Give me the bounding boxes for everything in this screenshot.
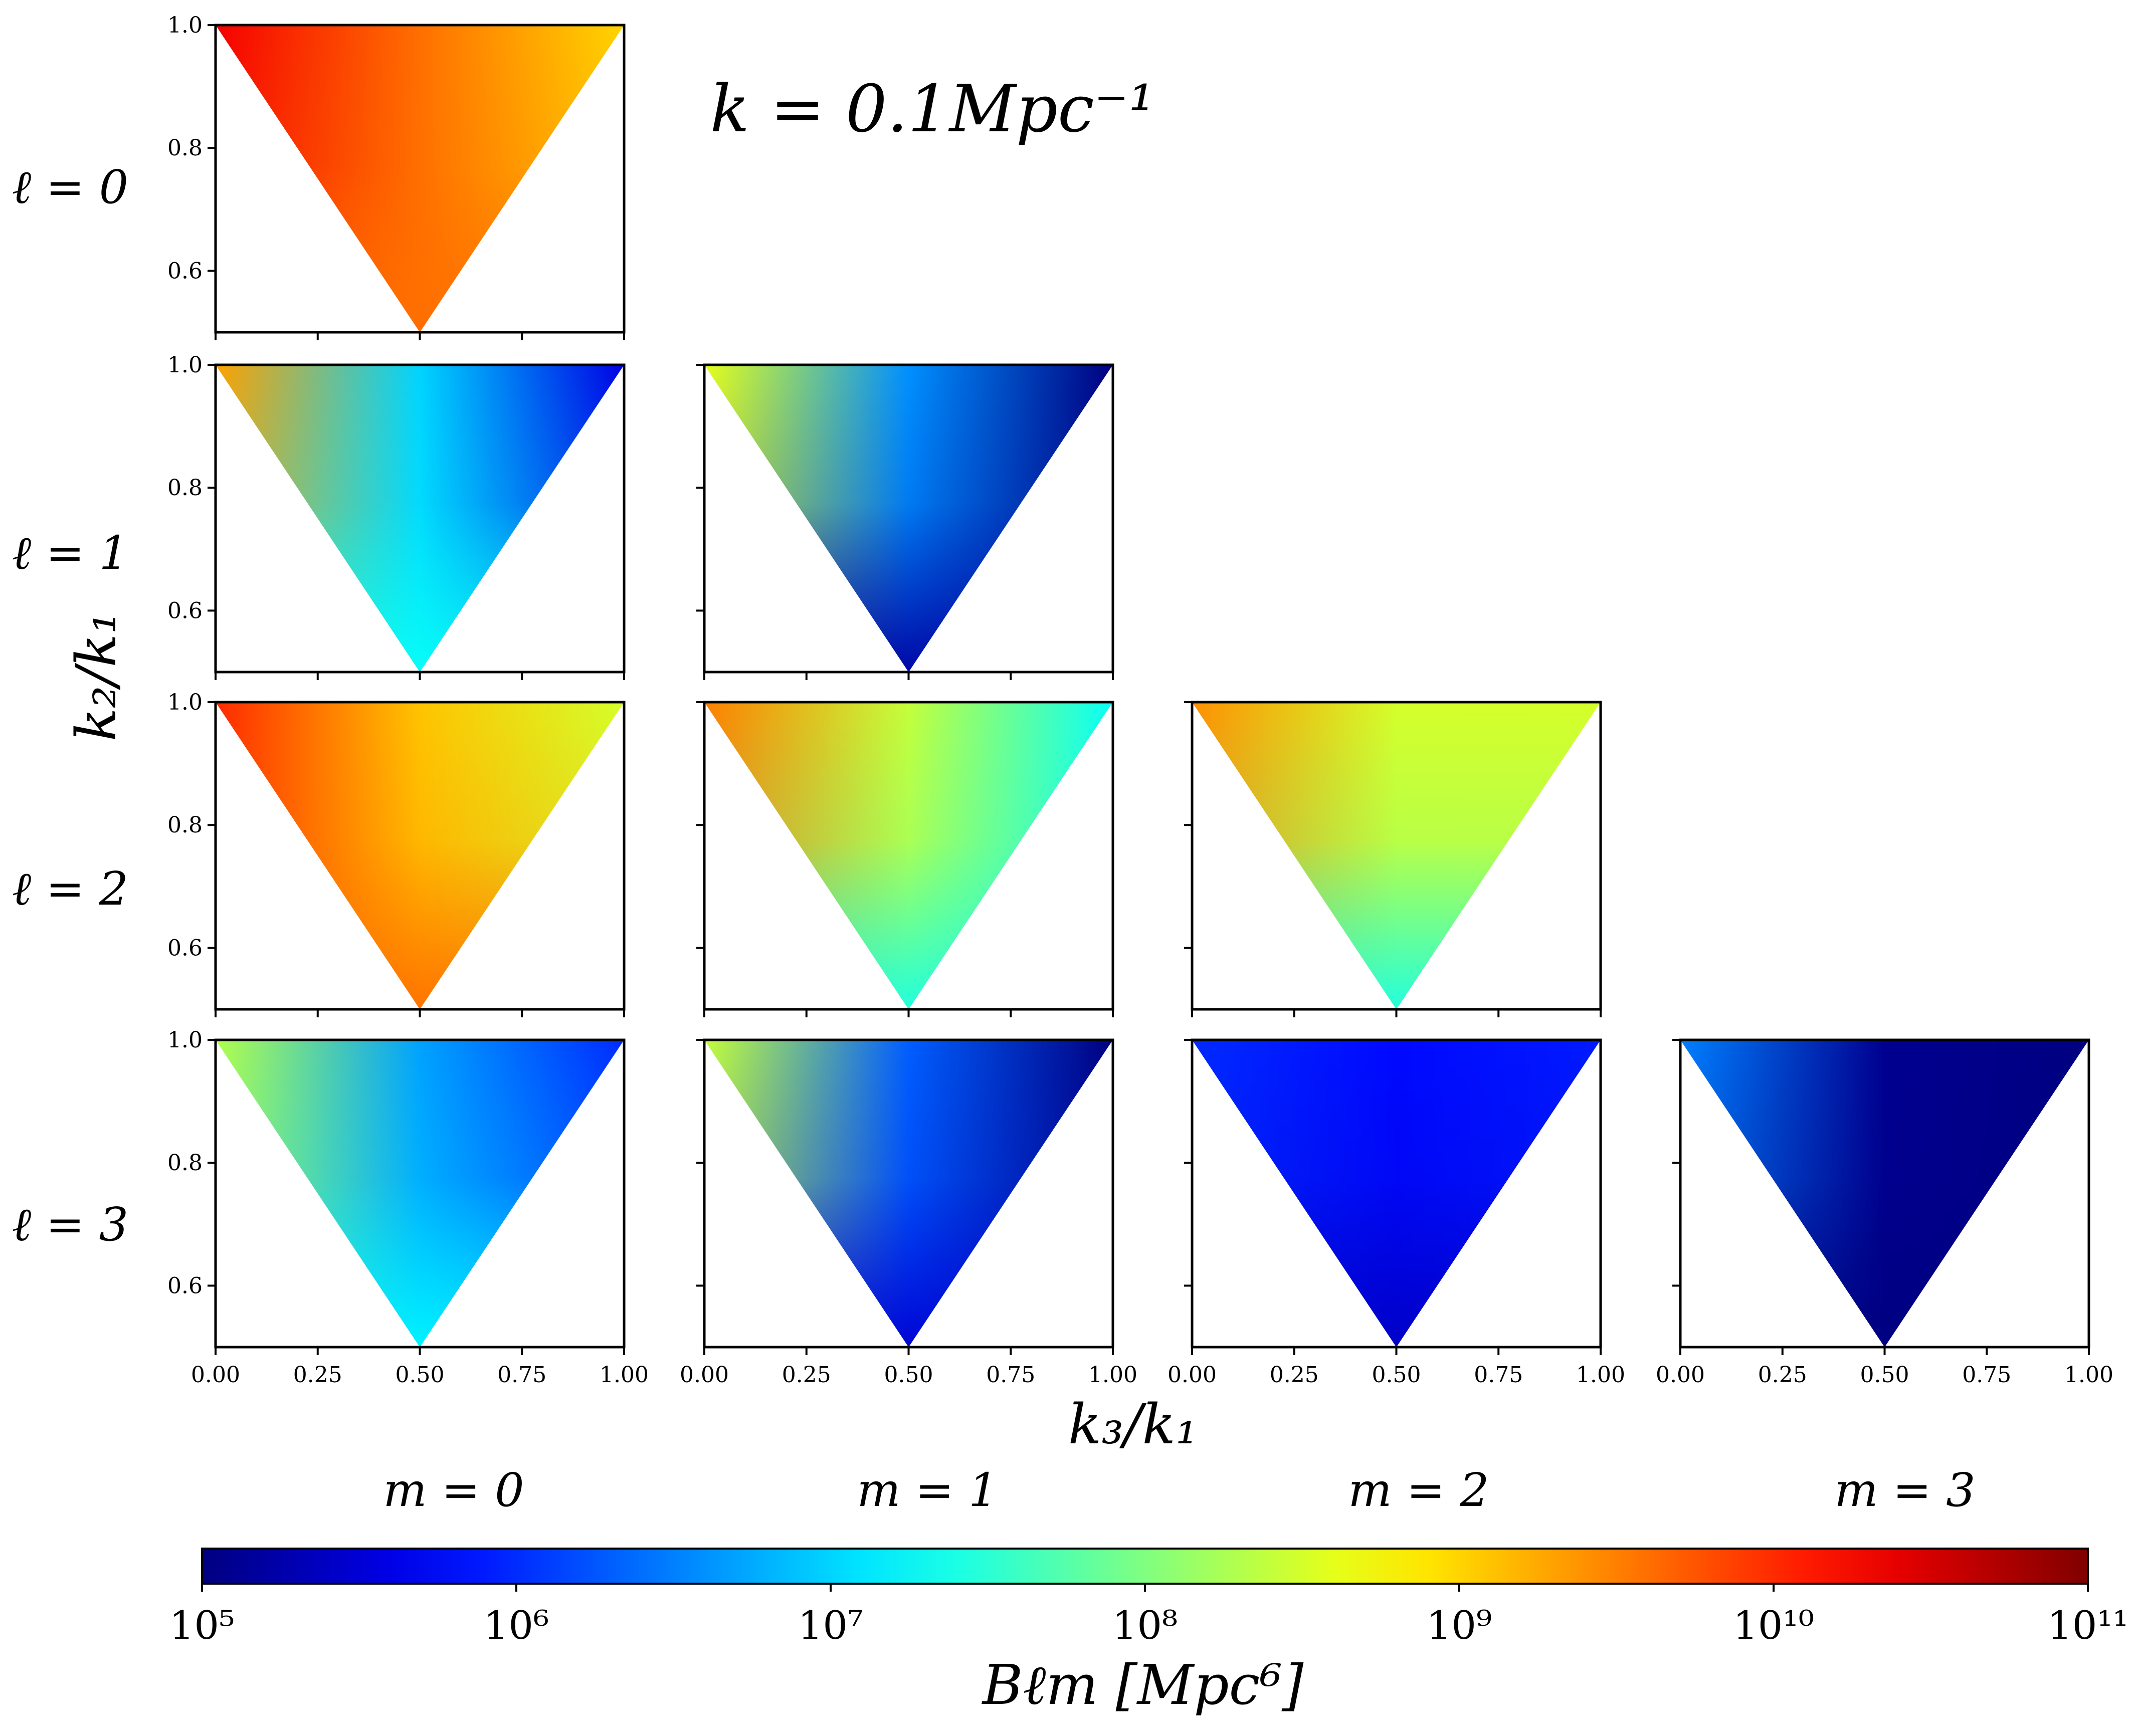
- x-tick-label: 0.25: [782, 1362, 831, 1388]
- panel-l2-m1: [696, 701, 1114, 1017]
- heatmap-triangle-shading: [704, 365, 1113, 672]
- colorbar-tick-label: 10¹¹: [2047, 1603, 2128, 1648]
- figure-title: k = 0.1Mpc⁻¹: [710, 71, 1155, 147]
- x-tick-label: 0.25: [293, 1362, 342, 1388]
- y-axis-label: k₂/k₁: [64, 612, 128, 742]
- heatmap-triangle-shading: [216, 1040, 624, 1347]
- y-tick-label: 1.0: [167, 13, 203, 38]
- x-tick-label: 0.25: [1758, 1362, 1807, 1388]
- x-tick-label: 0.50: [884, 1362, 933, 1388]
- colorbar-ticks: 10⁵ 10⁶ 10⁷ 10⁸ 10⁹ 10¹⁰ 10¹¹: [169, 1584, 2128, 1648]
- y-tick-label: 0.8: [167, 135, 203, 161]
- x-tick-label: 0.50: [396, 1362, 445, 1388]
- colorbar-tick-label: 10⁹: [1427, 1603, 1492, 1648]
- colorbar-tick-label: 10⁸: [1112, 1603, 1178, 1648]
- row-label-l3: ℓ = 3: [12, 1198, 128, 1251]
- y-tick-label: 0.6: [167, 1273, 203, 1298]
- x-tick-label: 0.75: [497, 1362, 546, 1388]
- heatmap-triangle-shading: [704, 702, 1113, 1009]
- colorbar: 10⁵ 10⁶ 10⁷ 10⁸ 10⁹ 10¹⁰ 10¹¹ Bℓm [Mpc⁶]: [169, 1548, 2128, 1717]
- panel-l3-m3: 0.00 0.25 0.50 0.75 1.00: [1656, 1038, 2113, 1388]
- x-tick-label: 0.75: [1962, 1362, 2011, 1388]
- x-axis-label: k₃/k₁: [1068, 1392, 1198, 1456]
- row-label-l1: ℓ = 1: [12, 526, 128, 580]
- y-tick-label: 0.8: [167, 475, 203, 501]
- panel-l3-m2: 0.00 0.25 0.50 0.75 1.00: [1168, 1038, 1625, 1388]
- y-tick-label: 0.6: [167, 258, 203, 284]
- y-tick-label: 0.8: [167, 812, 203, 838]
- column-label-m1: m = 1: [857, 1463, 998, 1517]
- x-tick-label: 0.00: [1656, 1362, 1705, 1388]
- x-tick-label: 0.75: [986, 1362, 1035, 1388]
- row-label-l2: ℓ = 2: [12, 862, 128, 916]
- x-tick-label: 0.50: [1860, 1362, 1909, 1388]
- x-tick-label: 0.25: [1270, 1362, 1319, 1388]
- heatmap-triangle-shading: [1192, 1040, 1601, 1347]
- heatmap-triangle-shading: [704, 1040, 1113, 1347]
- x-tick-label: 0.50: [1372, 1362, 1421, 1388]
- x-tick-label: 0.00: [191, 1362, 240, 1388]
- panel-l0-m0: 0.6 0.8 1.0: [167, 13, 626, 340]
- heatmap-triangle-shading: [216, 702, 624, 1009]
- panel-l2-m2: [1184, 701, 1602, 1017]
- heatmap-triangle-shading: [1192, 702, 1601, 1009]
- x-tick-label: 0.00: [680, 1362, 729, 1388]
- colorbar-tick-label: 10¹⁰: [1733, 1603, 1814, 1648]
- colorbar-tick-label: 10⁶: [484, 1603, 549, 1648]
- heatmap-triangle-shading: [1680, 1040, 2089, 1347]
- colorbar-tick-label: 10⁵: [169, 1603, 235, 1648]
- y-tick-label: 1.0: [167, 690, 203, 715]
- colorbar-label: Bℓm [Mpc⁶]: [982, 1653, 1304, 1717]
- panel-l1-m0: 0.6 0.8 1.0: [167, 352, 626, 680]
- colorbar-tick-label: 10⁷: [798, 1603, 864, 1648]
- y-tick-label: 1.0: [167, 1027, 203, 1053]
- x-tick-label: 1.00: [600, 1362, 649, 1388]
- x-tick-label: 1.00: [2064, 1362, 2113, 1388]
- x-tick-label: 0.75: [1474, 1362, 1523, 1388]
- panel-grid: 0.6 0.8 1.0 0.6 0.8 1.0 0.6 0.8 1.0 0.6 0.8 1.0 0.00…: [167, 13, 2113, 1388]
- row-label-l0: ℓ = 0: [12, 160, 128, 214]
- panel-l3-m0: 0.6 0.8 1.0 0.00 0.25 0.50 0.75 1.00: [167, 1027, 649, 1388]
- x-tick-label: 1.00: [1576, 1362, 1625, 1388]
- y-tick-label: 0.6: [167, 598, 203, 623]
- y-tick-label: 0.8: [167, 1150, 203, 1176]
- y-tick-label: 0.6: [167, 935, 203, 961]
- column-label-m0: m = 0: [383, 1463, 524, 1517]
- heatmap-triangle-shading: [216, 25, 624, 332]
- x-tick-label: 1.00: [1088, 1362, 1137, 1388]
- colorbar-gradient: [201, 1548, 2089, 1585]
- column-label-m3: m = 3: [1834, 1463, 1975, 1517]
- y-tick-label: 1.0: [167, 352, 203, 378]
- x-tick-label: 0.00: [1168, 1362, 1217, 1388]
- panel-l1-m1: [696, 363, 1114, 680]
- heatmap-triangle-shading: [216, 365, 624, 672]
- panel-l2-m0: 0.6 0.8 1.0: [167, 690, 626, 1017]
- panel-l3-m1: 0.00 0.25 0.50 0.75 1.00: [680, 1038, 1137, 1388]
- column-label-m2: m = 2: [1348, 1463, 1489, 1517]
